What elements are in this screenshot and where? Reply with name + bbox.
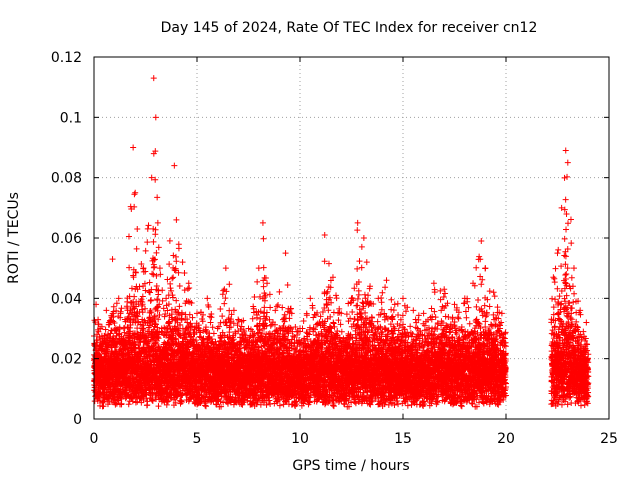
data-point: [210, 330, 217, 337]
data-point: [153, 249, 160, 256]
data-point: [267, 304, 274, 311]
chart-title: Day 145 of 2024, Rate Of TEC Index for r…: [161, 20, 538, 36]
data-point: [159, 297, 166, 304]
data-point: [133, 245, 140, 252]
data-point: [164, 276, 171, 283]
data-point: [100, 403, 107, 410]
data-point: [219, 313, 226, 320]
data-point: [142, 247, 149, 254]
data-point: [95, 328, 102, 335]
data-point: [184, 285, 191, 292]
data-point: [208, 314, 215, 321]
data-point: [202, 403, 209, 410]
data-point: [175, 245, 182, 252]
data-point: [131, 293, 138, 300]
data-point: [166, 261, 173, 268]
data-point: [107, 330, 114, 337]
data-point: [144, 239, 151, 246]
data-point: [284, 281, 291, 288]
data-point: [217, 305, 224, 312]
data-point: [261, 304, 268, 311]
data-point: [159, 287, 166, 294]
data-point: [173, 258, 180, 265]
data-point: [132, 399, 139, 406]
data-point: [260, 283, 267, 290]
data-point: [276, 288, 283, 295]
grid-lines: [94, 57, 609, 419]
data-point: [254, 278, 261, 285]
data-point: [155, 244, 162, 251]
data-point: [249, 315, 256, 322]
data-point: [102, 326, 109, 333]
data-point: [167, 285, 174, 292]
data-point: [131, 191, 138, 198]
data-point: [176, 282, 183, 289]
data-point: [118, 305, 125, 312]
data-point: [166, 237, 173, 244]
data-point: [146, 279, 153, 286]
data-point: [125, 401, 132, 408]
data-point: [148, 297, 155, 304]
data-point: [220, 287, 227, 294]
data-point: [157, 271, 164, 278]
data-point: [95, 321, 102, 328]
data-point: [186, 311, 193, 318]
data-point: [144, 225, 151, 232]
data-point: [154, 296, 161, 303]
data-point: [150, 238, 157, 245]
data-point: [266, 291, 273, 298]
data-point: [169, 275, 176, 282]
data-point: [170, 274, 177, 281]
data-point: [176, 303, 183, 310]
data-point: [221, 300, 228, 307]
data-point: [263, 309, 270, 316]
data-point: [251, 293, 258, 300]
data-point: [260, 264, 267, 271]
data-point: [106, 317, 113, 324]
data-point: [189, 314, 196, 321]
data-point: [154, 194, 161, 201]
data-point: [96, 333, 103, 340]
data-point: [181, 270, 188, 277]
data-point: [226, 281, 233, 288]
data-point: [125, 233, 132, 240]
data-point: [96, 351, 103, 358]
data-point: [145, 222, 152, 229]
data-point: [155, 403, 162, 410]
data-point: [260, 235, 267, 242]
data-points: [91, 75, 592, 410]
data-point: [150, 271, 157, 278]
